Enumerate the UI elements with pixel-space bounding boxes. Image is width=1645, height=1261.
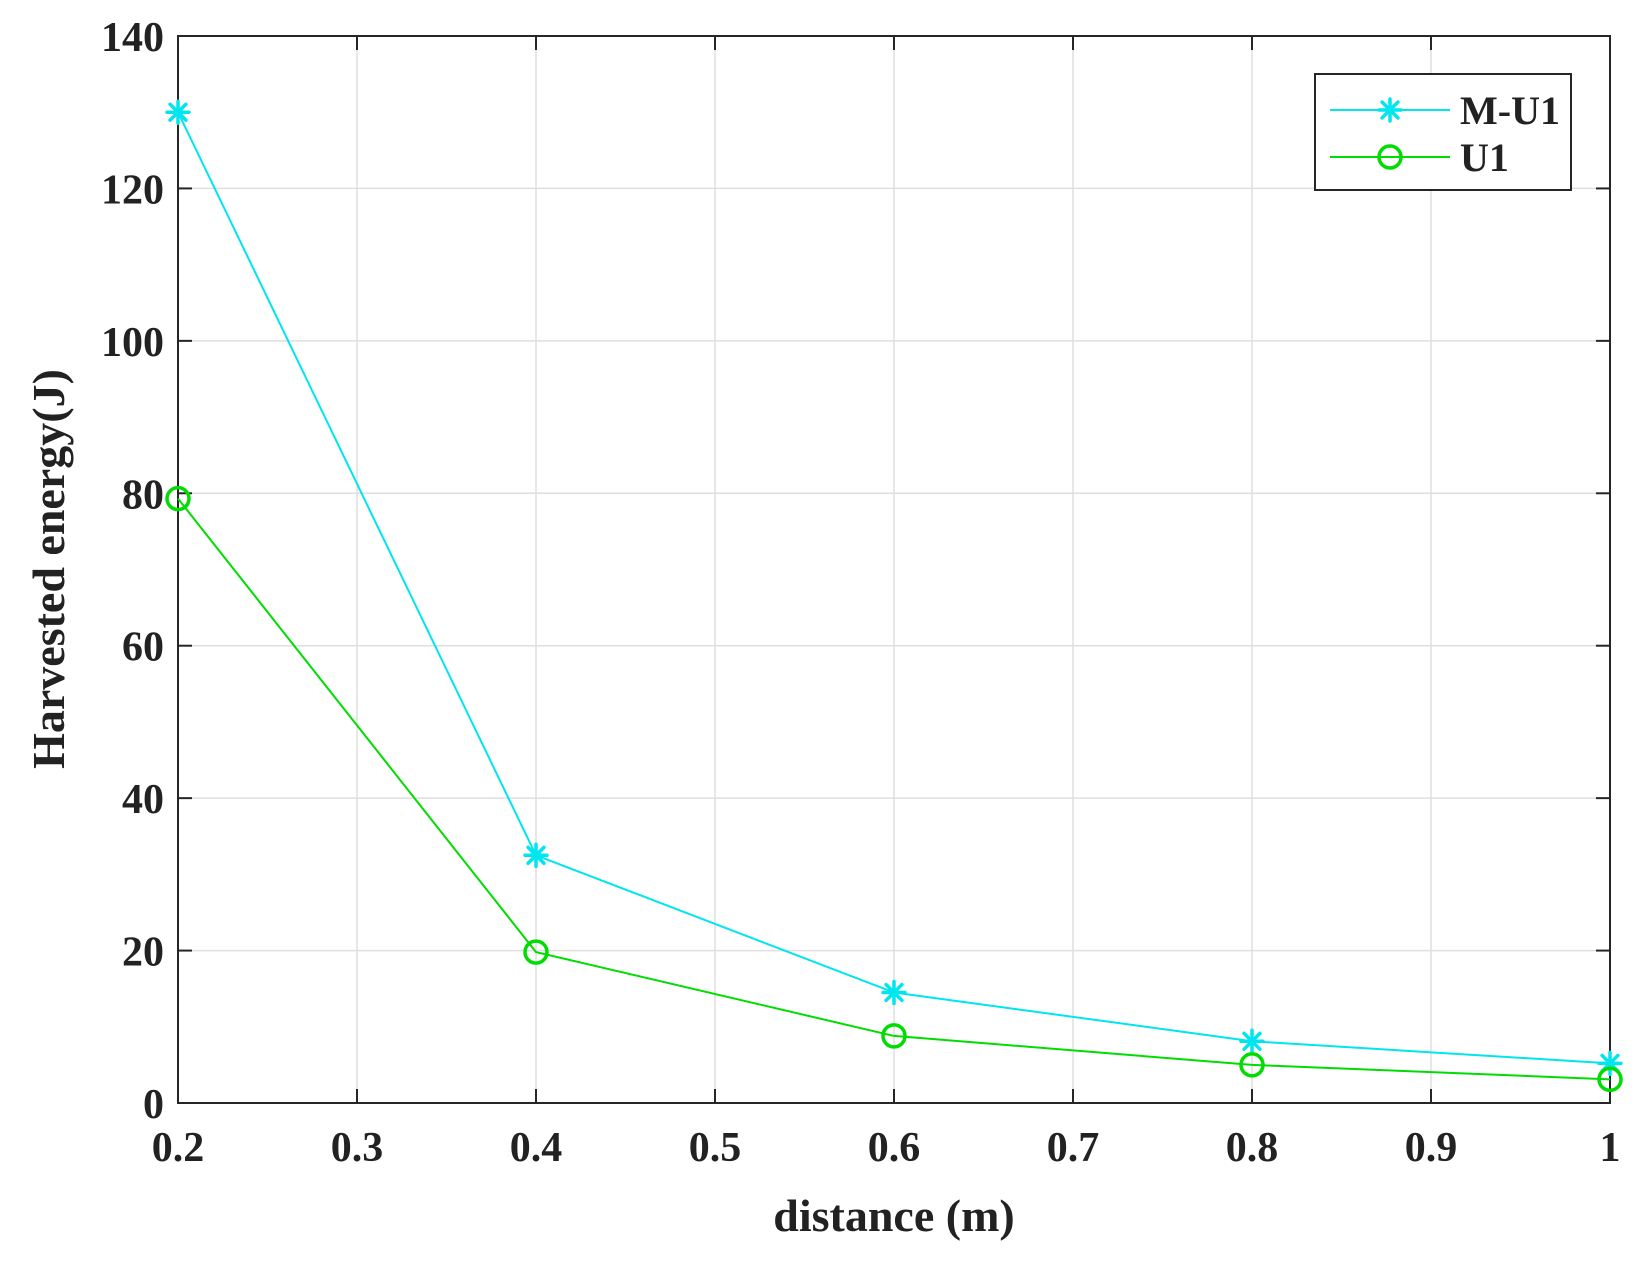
y-tick-label: 60 — [122, 625, 164, 671]
data-point-u1 — [523, 939, 549, 965]
x-tick-label: 0.8 — [1226, 1125, 1279, 1171]
data-point-m-u1 — [165, 99, 191, 125]
data-point-m-u1 — [523, 842, 549, 869]
x-tick-label: 0.6 — [868, 1125, 921, 1171]
legend-label: M-U1 — [1460, 88, 1560, 133]
y-tick-label: 80 — [122, 472, 164, 518]
x-tick-label: 0.2 — [152, 1125, 205, 1171]
legend-box — [1314, 73, 1572, 191]
x-tick-label: 0.4 — [510, 1125, 563, 1171]
legend-label: U1 — [1460, 135, 1509, 180]
x-axis-label: distance (m) — [773, 1190, 1014, 1241]
data-point-m-u1 — [1239, 1028, 1265, 1055]
series-line-u1 — [177, 498, 1611, 1081]
y-tick-label: 40 — [122, 777, 164, 823]
x-tick-label: 0.7 — [1047, 1125, 1100, 1171]
y-tick-label: 100 — [101, 320, 164, 366]
x-tick-label: 0.5 — [689, 1125, 742, 1171]
legend-marker — [1377, 97, 1403, 123]
y-tick-label: 0 — [143, 1082, 164, 1128]
y-tick-label: 20 — [122, 930, 164, 976]
x-tick-label: 0.9 — [1405, 1125, 1458, 1171]
data-point-u1 — [881, 1023, 907, 1049]
y-tick-label: 120 — [101, 167, 164, 213]
x-tick-label: 1 — [1600, 1125, 1621, 1171]
y-axis-label: Harvested energy(J) — [23, 369, 74, 769]
markers — [165, 99, 1623, 1093]
data-point-u1 — [1239, 1052, 1265, 1078]
grid — [177, 35, 1611, 1104]
axis-ticks: 0.2 0.3 0.4 0.5 0.6 0.7 0.8 0.9 1 0 20 40 60 80 100 120… — [101, 15, 1621, 1171]
x-tick-label: 0.3 — [331, 1125, 384, 1171]
data-point-u1 — [165, 485, 191, 512]
data-point-m-u1 — [881, 979, 907, 1006]
legend-marker — [1377, 144, 1403, 170]
y-tick-label: 140 — [101, 15, 164, 61]
data-point-u1 — [1597, 1066, 1623, 1093]
